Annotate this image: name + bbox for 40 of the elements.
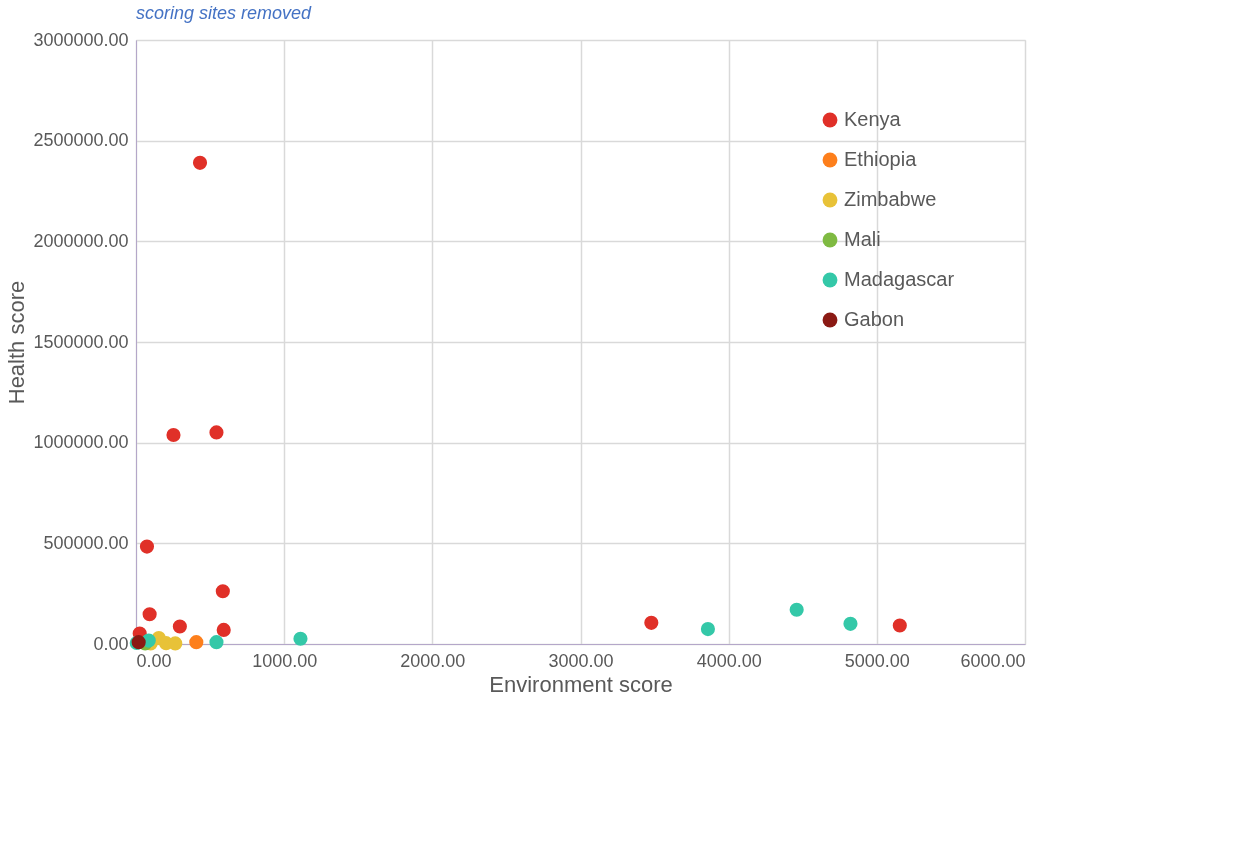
- x-tick-label: 0.00: [136, 650, 172, 671]
- point: [139, 539, 155, 554]
- point: [142, 607, 157, 622]
- legend-label: Zimbabwe: [844, 188, 937, 210]
- text: scoring sites removed: [136, 3, 313, 23]
- point: [168, 636, 183, 651]
- point: [215, 584, 230, 599]
- point: [789, 602, 804, 617]
- point: [166, 427, 181, 443]
- x-axis-title: Environment score: [489, 671, 673, 697]
- point: [892, 618, 907, 633]
- point: [293, 631, 308, 646]
- y-tick-label: 3000000.00: [33, 29, 129, 50]
- point: [216, 622, 231, 637]
- point: [209, 635, 224, 650]
- x-tick-label: 5000.00: [844, 650, 910, 671]
- x-tick-label: 4000.00: [696, 650, 762, 671]
- legend-label: Mali: [844, 228, 881, 250]
- point: [209, 425, 224, 440]
- point: [843, 616, 858, 631]
- y-tick-label: 2500000.00: [33, 130, 129, 151]
- point: [644, 615, 659, 630]
- y-tick-label: 0.00: [93, 633, 129, 654]
- x-tick-label: 1000.00: [252, 650, 318, 671]
- y-tick-label: 1500000.00: [33, 331, 129, 352]
- point: [189, 635, 204, 650]
- x-tick-label: 3000.00: [548, 650, 614, 671]
- legend-label: Madagascar: [844, 268, 955, 290]
- x-tick-label: 6000.00: [960, 650, 1026, 671]
- y-tick-label: 1000000.00: [33, 432, 129, 453]
- legend-label: Gabon: [844, 308, 905, 330]
- x-tick-label: 2000.00: [400, 650, 466, 671]
- y-axis-title: Health score: [4, 280, 30, 405]
- point: [700, 622, 715, 637]
- legend-label: Kenya: [844, 108, 902, 130]
- y-tick-label: 500000.00: [43, 532, 129, 553]
- point: [192, 155, 208, 170]
- legend-label: Ethiopia: [844, 148, 918, 170]
- y-tick-label: 2000000.00: [33, 230, 129, 251]
- point: [172, 619, 187, 634]
